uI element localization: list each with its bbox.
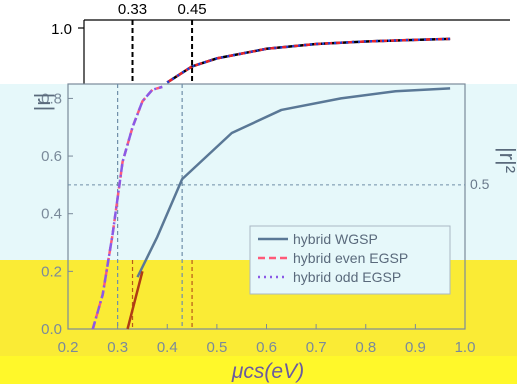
- legend-label-even: hybrid even EGSP: [293, 250, 408, 266]
- xtick-label: 0.3: [107, 339, 128, 356]
- series-line: [91, 85, 163, 330]
- ytick-label: 0.2: [41, 263, 62, 280]
- top-xtick-label: 0.33: [118, 1, 147, 18]
- x-axis-title: μcs(eV): [231, 360, 304, 383]
- xtick-label: 0.2: [58, 339, 79, 356]
- top-panel: 1.0 0.33 0.45: [0, 0, 517, 84]
- legend-label-odd: hybrid odd EGSP: [293, 269, 401, 285]
- xtick-label: 0.7: [306, 339, 327, 356]
- top-ytick-label: 1.0: [51, 21, 72, 38]
- xtick-label: 1.0: [455, 339, 476, 356]
- xtick-label: 0.4: [157, 339, 178, 356]
- xtick-label: 0.8: [355, 339, 376, 356]
- top-panel-background: [0, 0, 517, 84]
- top-vlines: [131, 20, 194, 84]
- series-line: [126, 271, 144, 330]
- xtick-label: 0.6: [256, 339, 277, 356]
- xtick-label: 0.5: [206, 339, 227, 356]
- xtick-label: 0.9: [405, 339, 426, 356]
- legend: hybrid WGSP hybrid even EGSP hybrid odd …: [249, 225, 451, 295]
- legend-label-wgsp: hybrid WGSP: [293, 231, 378, 247]
- ytick-label: 0.0: [41, 321, 62, 338]
- top-series-group: [166, 37, 451, 84]
- main-series-group: [91, 85, 451, 330]
- right-ytick-label: 0.5: [470, 176, 490, 192]
- right-y-axis-title: |r|²: [495, 147, 517, 173]
- series-line: [136, 87, 451, 278]
- top-series-line: [166, 37, 451, 84]
- top-xtick-label: 0.45: [177, 1, 206, 18]
- legend-box: [249, 225, 451, 295]
- ytick-label: 0.8: [41, 90, 62, 107]
- main-xticks: 0.2 0.3 0.4 0.5 0.6 0.7 0.8 0.9 1.0: [58, 324, 476, 356]
- bottom-strip: [0, 356, 517, 384]
- left-y-axis-title: |r|: [30, 93, 55, 112]
- main-yticks: 0.0 0.2 0.4 0.6 0.8: [41, 90, 73, 338]
- ytick-label: 0.4: [41, 206, 62, 223]
- top-xtick-labels: 0.33 0.45: [118, 1, 207, 18]
- ytick-label: 0.6: [41, 148, 62, 165]
